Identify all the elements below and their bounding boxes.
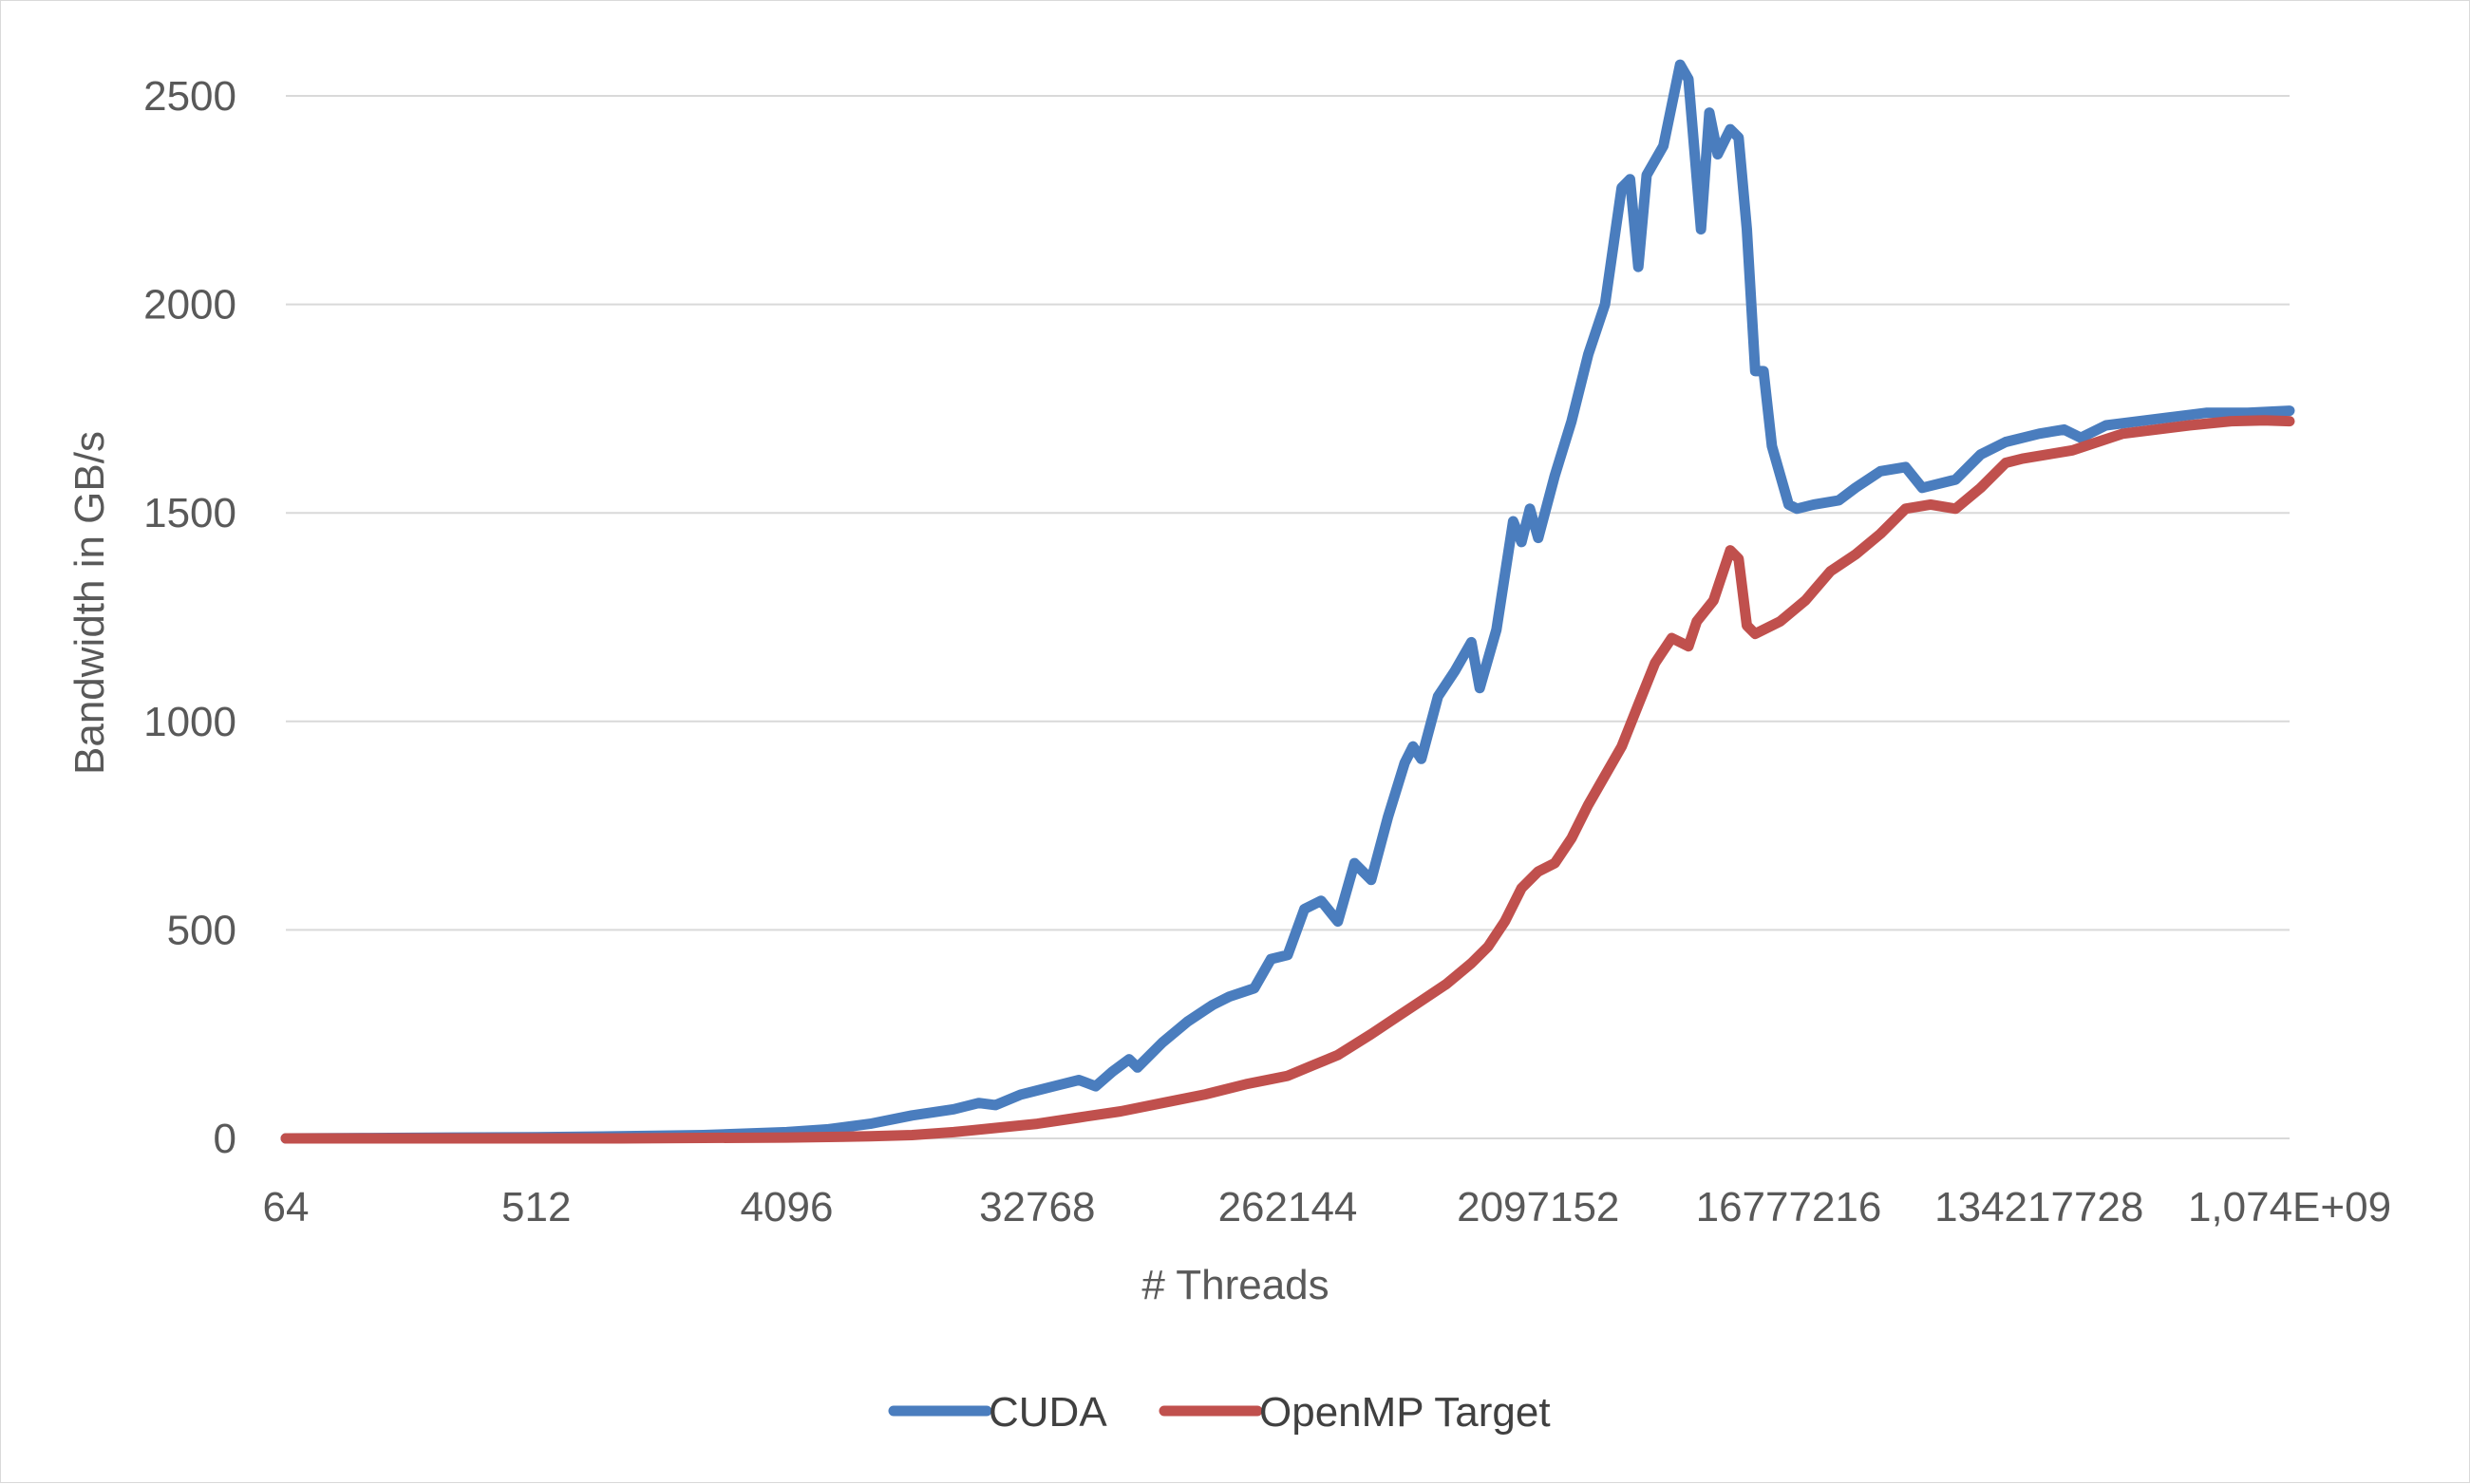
x-tick-label: 512 <box>501 1184 571 1230</box>
x-tick-label: 1,074E+09 <box>2188 1184 2391 1230</box>
legend-label: CUDA <box>989 1389 1107 1436</box>
x-tick-label: 4096 <box>741 1184 834 1230</box>
y-axis-title: Bandwidth in GB/s <box>66 431 113 775</box>
x-tick-label: 32768 <box>979 1184 1095 1230</box>
y-tick-label: 1500 <box>143 490 236 536</box>
x-tick-label: 64 <box>263 1184 310 1230</box>
y-tick-label: 0 <box>214 1116 236 1162</box>
x-tick-label: 2097152 <box>1457 1184 1619 1230</box>
legend-label: OpenMP Target <box>1259 1389 1551 1436</box>
x-tick-label: 16777216 <box>1696 1184 1882 1230</box>
x-tick-label: 262144 <box>1218 1184 1358 1230</box>
x-axis-title: # Threads <box>1141 1262 1329 1308</box>
y-tick-label: 2500 <box>143 73 236 120</box>
y-tick-label: 1000 <box>143 699 236 745</box>
y-tick-label: 500 <box>167 907 236 953</box>
y-tick-label: 2000 <box>143 282 236 329</box>
series-line-cuda <box>280 59 2295 1144</box>
x-tick-label: 134217728 <box>1934 1184 2143 1230</box>
series-line-openmp-target <box>280 415 2295 1144</box>
